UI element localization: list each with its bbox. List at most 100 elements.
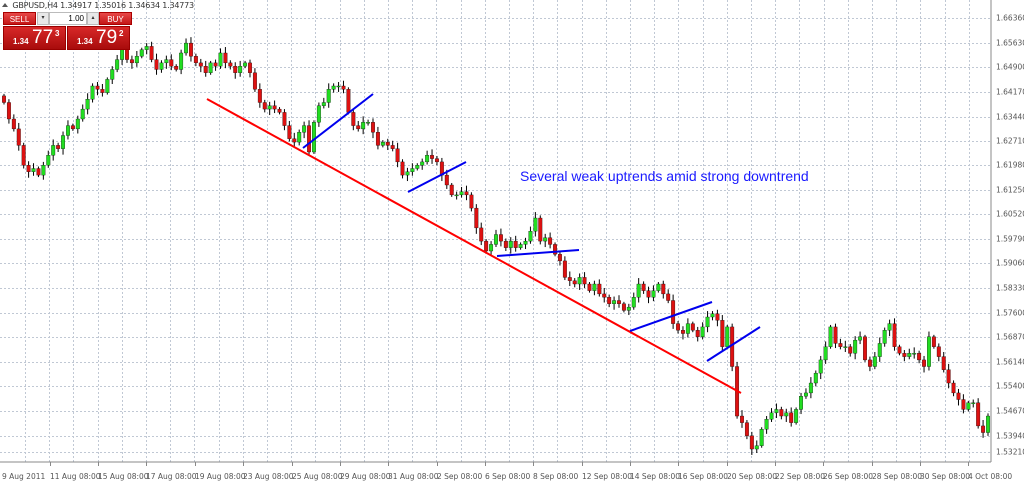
trendline-uptrend-4[interactable] xyxy=(629,301,713,332)
sell-button[interactable]: SELL xyxy=(3,12,36,25)
trendlines[interactable] xyxy=(206,93,761,394)
candle-bull xyxy=(799,396,803,410)
buy-price-button[interactable]: 1.34 79 2 xyxy=(67,26,130,50)
candle-bear xyxy=(21,145,26,166)
candle-bear xyxy=(946,369,951,384)
ticker-symbol: GBPUSD,H4 xyxy=(12,1,58,10)
candle-bull xyxy=(31,168,36,172)
candle-bear xyxy=(676,323,680,331)
candle-bull xyxy=(631,297,636,308)
trendline-main-downtrend[interactable] xyxy=(206,98,742,394)
price-tick-label: 1.56140 xyxy=(996,357,1024,367)
candle-bull xyxy=(651,290,656,298)
candle-bear xyxy=(16,128,21,146)
candle-bear xyxy=(951,382,956,394)
candle-bear xyxy=(567,277,572,281)
trendline-uptrend-3[interactable] xyxy=(496,249,580,257)
lot-increase-button[interactable]: ▴ xyxy=(87,12,99,25)
candle-bear xyxy=(2,95,6,103)
candle-bear xyxy=(892,323,897,347)
time-tick-label: 9 Aug 2011 xyxy=(2,472,46,481)
price-tick-label: 1.61980 xyxy=(996,160,1024,170)
candle-bear xyxy=(922,359,926,367)
candle-bear xyxy=(779,409,784,417)
sell-price-button[interactable]: 1.34 77 3 xyxy=(3,26,66,50)
candle-bear xyxy=(690,323,695,331)
candle-bear xyxy=(430,155,434,159)
candle-bull xyxy=(61,135,65,149)
candle-bear xyxy=(976,402,981,427)
candle-bull xyxy=(361,122,366,130)
candle-bull xyxy=(297,132,302,143)
time-tick-label: 15 Aug 08:00 xyxy=(98,472,149,481)
candle-bear xyxy=(375,132,380,146)
candle-bear xyxy=(867,359,872,367)
candle-bull xyxy=(208,62,213,73)
candle-bear xyxy=(479,227,484,242)
price-tick-label: 1.55400 xyxy=(996,381,1024,391)
candle-bull xyxy=(184,42,188,54)
candle-bull xyxy=(818,359,823,374)
time-tick-label: 6 Sep 08:00 xyxy=(485,472,531,481)
time-tick-label: 23 Aug 08:00 xyxy=(243,472,294,481)
candle-bear xyxy=(981,425,986,433)
candle-bear xyxy=(621,303,626,311)
candle-bear xyxy=(449,184,454,196)
candle-bull xyxy=(764,419,769,430)
candle-bear xyxy=(356,125,361,130)
candle-bear xyxy=(341,85,346,90)
candle-bear xyxy=(902,353,907,357)
time-tick-label: 14 Sep 08:00 xyxy=(630,472,681,481)
candlestick-series xyxy=(2,37,990,455)
candle-bear xyxy=(744,422,749,436)
trendline-uptrend-5[interactable] xyxy=(706,326,761,362)
candle-bear xyxy=(897,346,902,354)
candle-bull xyxy=(85,99,90,110)
candle-bear xyxy=(174,66,179,70)
candle-bear xyxy=(292,138,297,143)
candle-bear xyxy=(272,105,277,110)
candle-bear xyxy=(390,145,395,149)
candle-bear xyxy=(562,260,567,278)
candle-bull xyxy=(326,89,331,103)
trendline-uptrend-2[interactable] xyxy=(407,161,467,193)
candle-bull xyxy=(887,323,892,331)
buy-button[interactable]: BUY xyxy=(99,12,132,25)
trendline-uptrend-1[interactable] xyxy=(302,93,374,149)
candle-bear xyxy=(931,336,936,347)
candle-bull xyxy=(312,122,316,153)
candle-bull xyxy=(986,415,990,433)
candle-bear xyxy=(548,237,553,245)
candle-bear xyxy=(11,118,16,130)
candle-bear xyxy=(193,56,198,64)
candle-bull xyxy=(784,412,789,417)
candle-bull xyxy=(508,240,513,248)
candle-bear xyxy=(558,254,562,262)
candle-bear xyxy=(385,141,390,146)
candle-bull xyxy=(533,217,538,232)
time-tick-label: 30 Sep 08:00 xyxy=(920,472,971,481)
collapse-triangle-icon[interactable] xyxy=(2,3,8,7)
candle-bull xyxy=(405,171,410,176)
sell-price-pips: 77 xyxy=(32,27,54,48)
candle-bull xyxy=(877,343,882,357)
candle-bull xyxy=(454,194,459,197)
candle-bear xyxy=(602,293,607,298)
candle-bull xyxy=(238,66,243,73)
price-tick-label: 1.57600 xyxy=(996,308,1024,318)
candle-bull xyxy=(804,392,808,397)
candle-bull xyxy=(843,346,848,348)
lot-size-input[interactable]: 1.00 xyxy=(49,12,87,25)
candle-bear xyxy=(956,392,961,400)
lot-decrease-button[interactable]: ▾ xyxy=(37,12,49,25)
candle-bull xyxy=(80,108,85,120)
time-tick-label: 16 Sep 08:00 xyxy=(678,472,729,481)
time-tick-label: 29 Aug 08:00 xyxy=(340,472,391,481)
candle-bear xyxy=(941,356,946,370)
candle-bull xyxy=(218,52,223,67)
candle-bear xyxy=(848,346,853,354)
candle-bull xyxy=(700,326,705,337)
candle-bear xyxy=(715,313,720,321)
candle-bear xyxy=(248,62,252,73)
